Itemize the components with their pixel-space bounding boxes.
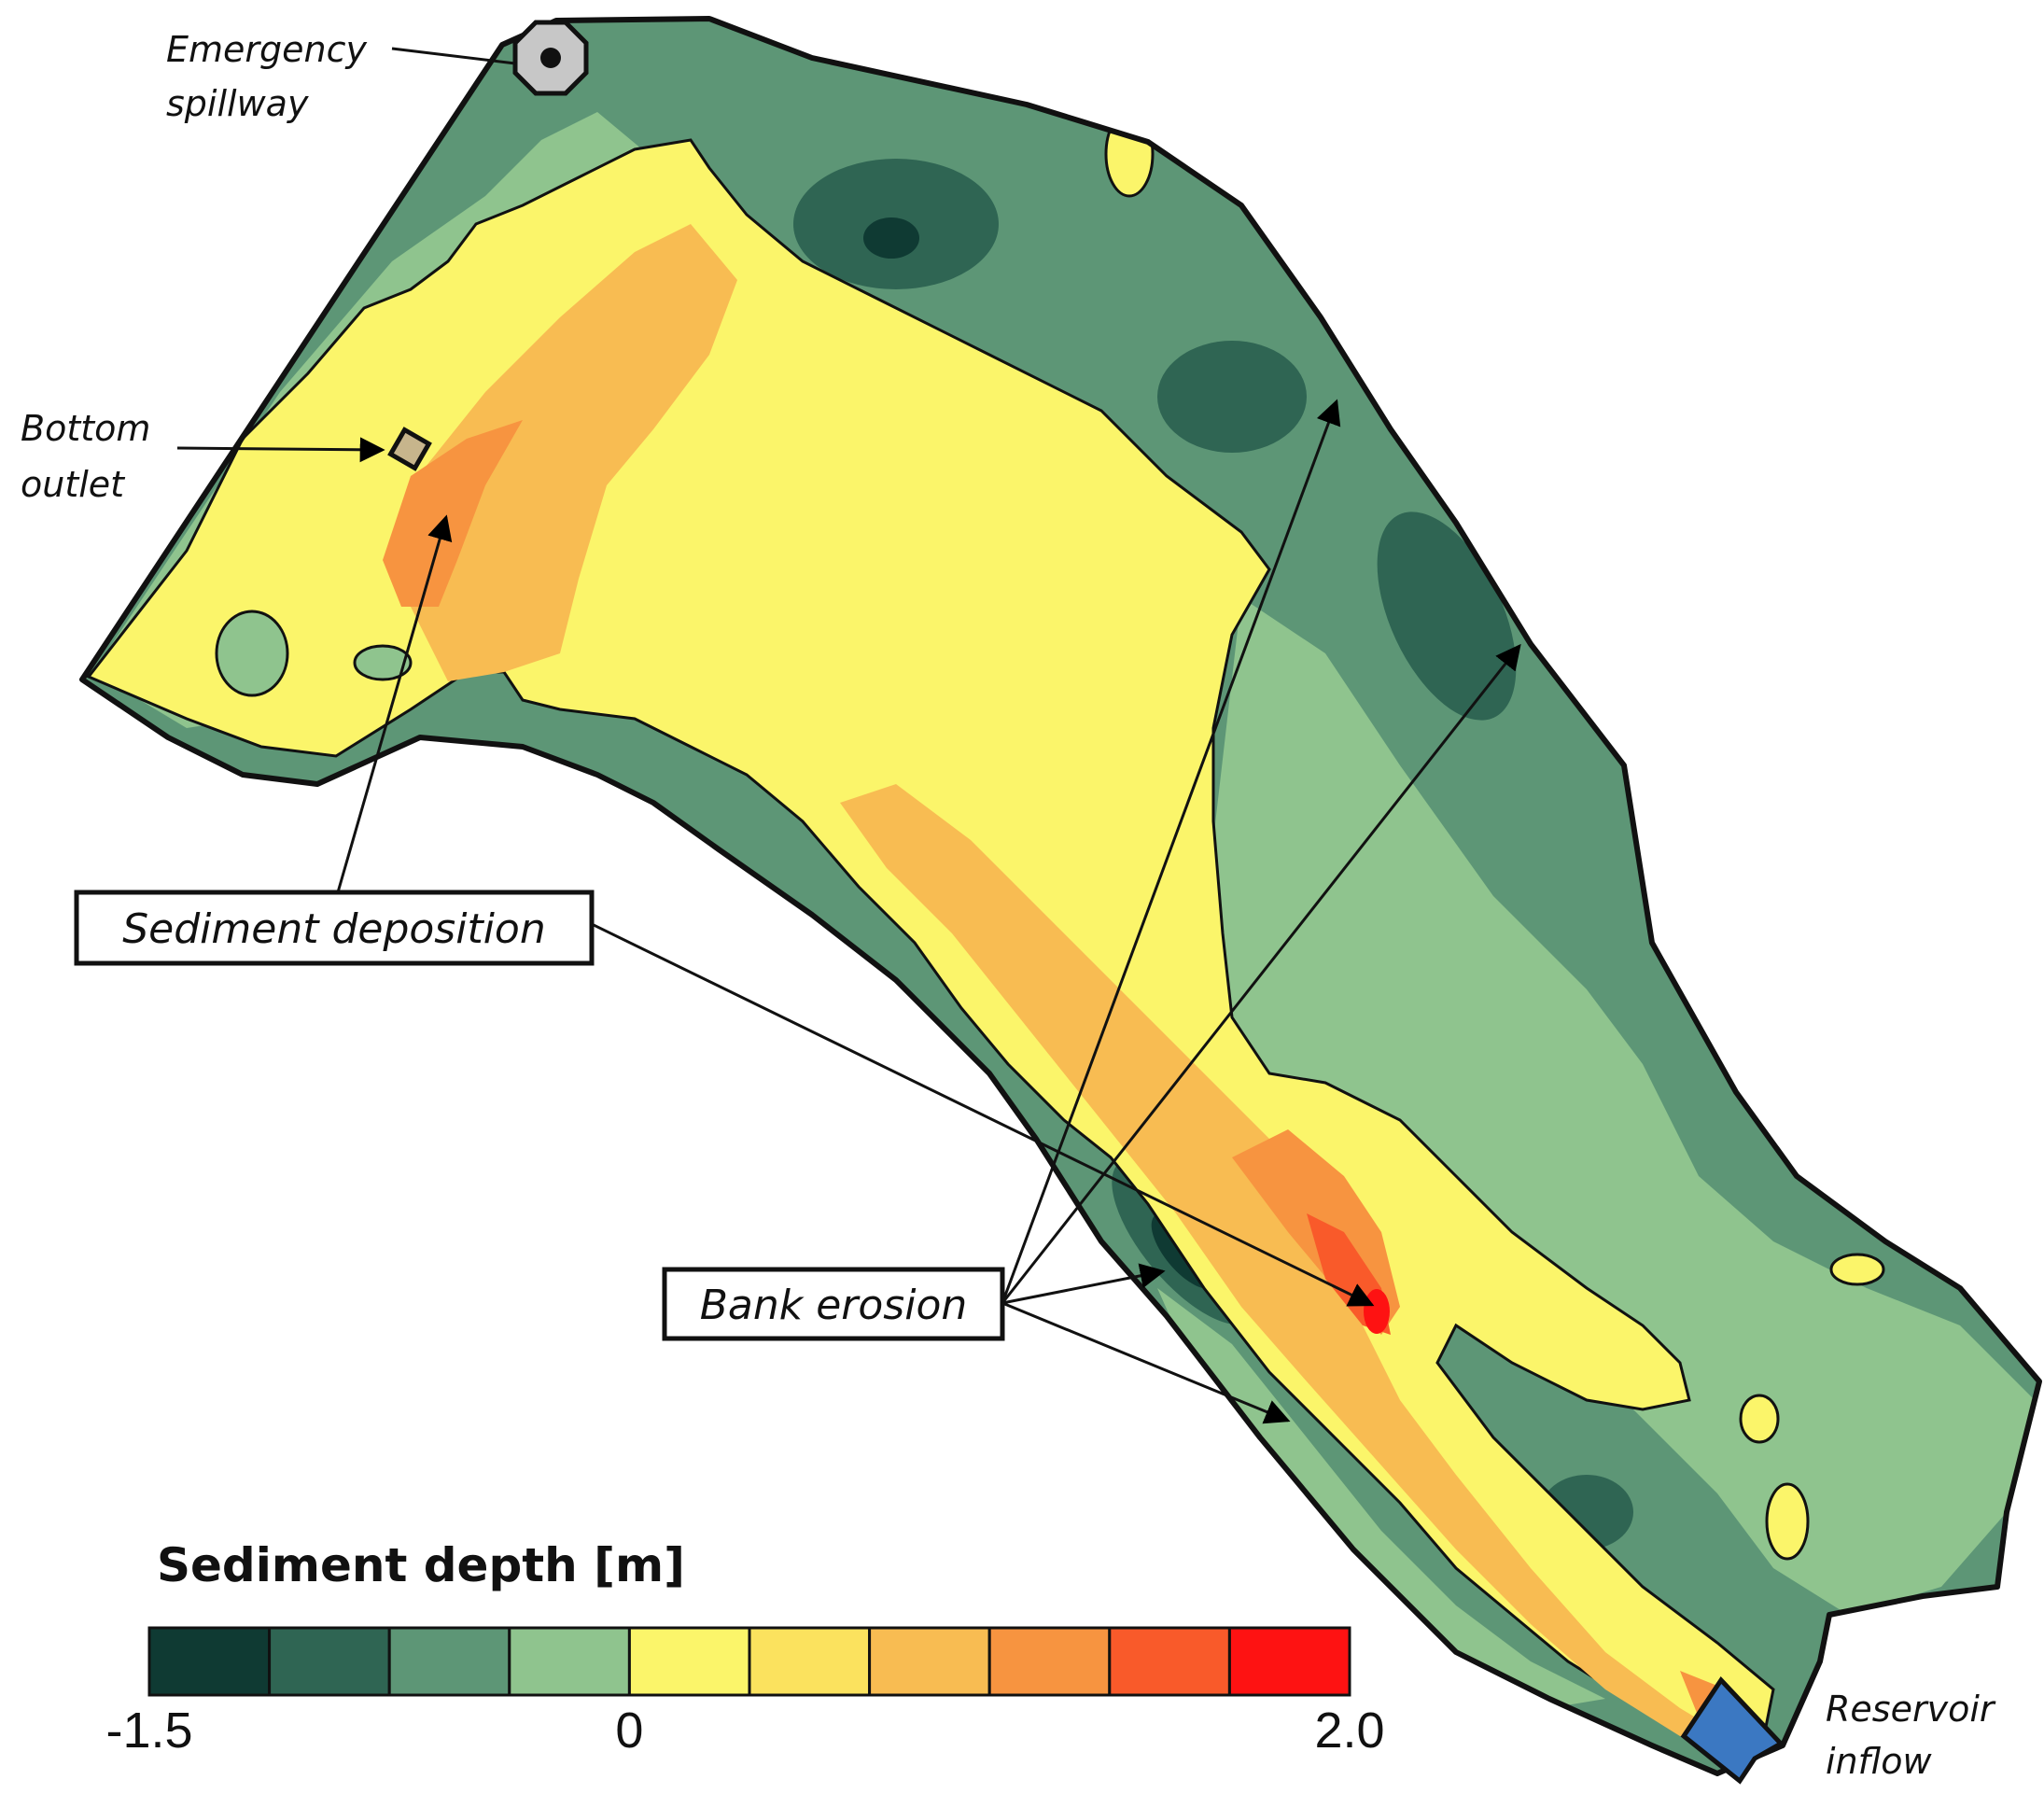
orange-deposition-north — [392, 224, 737, 681]
legend-swatch — [268, 1626, 391, 1697]
legend-swatch — [987, 1626, 1112, 1697]
legend-swatch — [1108, 1626, 1231, 1697]
blue-arrow-inflow-icon — [1680, 1675, 1785, 1785]
legend-tick-label: 0 — [615, 1703, 643, 1759]
legend-swatch — [627, 1626, 751, 1697]
island-5 — [1765, 1482, 1810, 1561]
legend-swatch — [147, 1626, 272, 1697]
legend-swatch — [1227, 1626, 1351, 1697]
dark-erosion-patch-1-core — [863, 217, 919, 259]
island-3 — [1104, 110, 1155, 198]
legend-swatch — [868, 1626, 991, 1697]
legend-swatch — [508, 1626, 631, 1697]
bottom-outlet-label: Bottom outlet — [21, 408, 161, 505]
legend-swatch — [748, 1626, 872, 1697]
square-outlet-icon — [387, 427, 432, 471]
legend-ticks: -1.5 0 2.0 — [105, 1703, 1384, 1759]
legend-tick-label: -1.5 — [105, 1703, 192, 1759]
legend: Sediment depth [m] -1.5 0 2.0 — [105, 1538, 1384, 1759]
erosion-arrow-4 — [1001, 1301, 1291, 1424]
sediment-deposition-label: Sediment deposition — [122, 905, 546, 953]
reservoir-outline — [79, 16, 2042, 1776]
light-green-zone-south — [1157, 1288, 1605, 1708]
deposition-arrow-north — [336, 514, 453, 893]
legend-tick-label: 2.0 — [1314, 1703, 1384, 1759]
erosion-arrow-3 — [1001, 1263, 1166, 1305]
erosion-arrow-1 — [1001, 399, 1341, 1304]
light-green-zone-east — [1213, 597, 2035, 1615]
island-4 — [1739, 1394, 1780, 1444]
reservoir-inflow-label: Reservoir inflow — [1826, 1689, 2006, 1782]
island-2 — [353, 644, 413, 681]
deposition-arrow-channel — [591, 922, 1375, 1307]
octagon-spillway-icon — [512, 20, 589, 96]
spillway-leader-line — [391, 47, 516, 65]
outlet-leader-line — [176, 437, 385, 463]
legend-swatch — [387, 1626, 511, 1697]
island-1 — [215, 610, 289, 697]
legend-colorbar — [147, 1626, 1351, 1697]
bank-erosion-box — [662, 1267, 1005, 1341]
erosion-arrow-2 — [1001, 643, 1521, 1304]
red-deposition-core — [1364, 1289, 1390, 1334]
emergency-spillway-label: Emergency spillway — [166, 29, 378, 124]
dark-orange-deposition-north — [383, 420, 523, 607]
bank-erosion-label: Bank erosion — [700, 1282, 968, 1329]
dark-erosion-patch-2 — [1157, 341, 1307, 453]
legend-title: Sediment depth [m] — [157, 1538, 685, 1592]
sediment-deposition-box — [74, 890, 595, 966]
island-6 — [1829, 1253, 1885, 1286]
